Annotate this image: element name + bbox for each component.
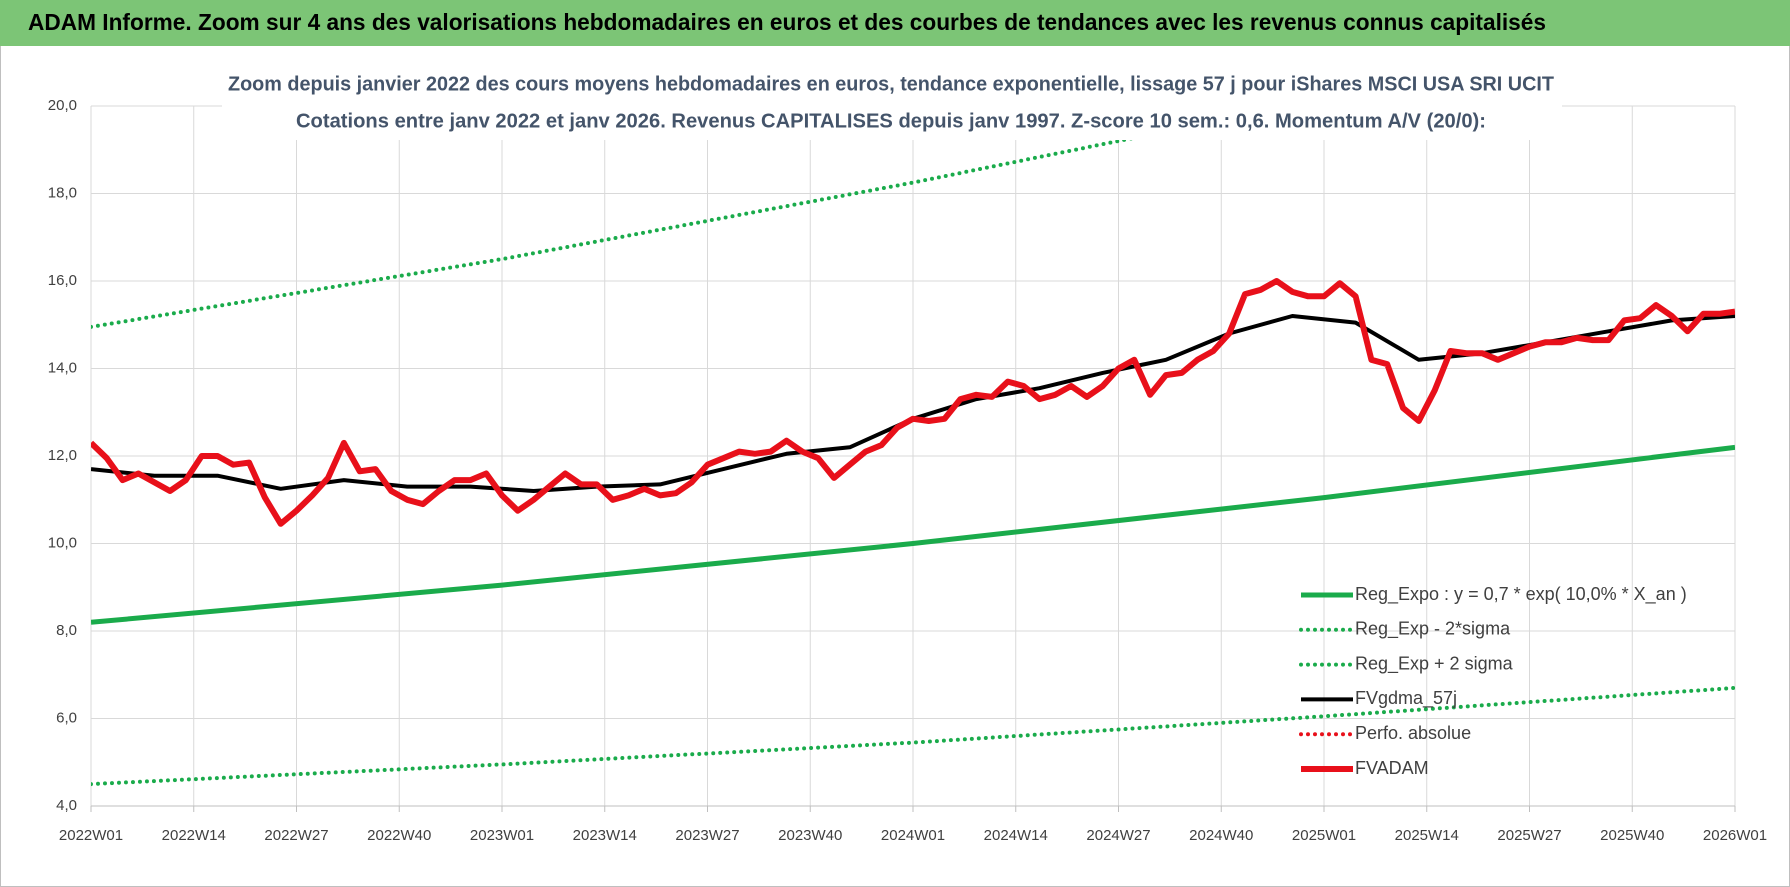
x-tick-label: 2023W01 <box>470 827 534 844</box>
x-tick-label: 2025W14 <box>1395 827 1459 844</box>
x-tick-label: 2022W01 <box>59 827 123 844</box>
series-line <box>91 106 1302 329</box>
x-tick-label: 2022W14 <box>162 827 226 844</box>
legend-label: Reg_Exp - 2*sigma <box>1355 619 1511 640</box>
x-tick-label: 2025W40 <box>1600 827 1664 844</box>
x-tick-label: 2022W40 <box>367 827 431 844</box>
x-tick-label: 2023W14 <box>573 827 637 844</box>
x-tick-label: 2024W27 <box>1086 827 1150 844</box>
y-tick-label: 8,0 <box>56 622 77 639</box>
header-title: ADAM Informe. Zoom sur 4 ans des valoris… <box>28 9 1546 35</box>
y-tick-label: 4,0 <box>56 797 77 814</box>
x-tick-label: 2026W01 <box>1703 827 1767 844</box>
y-tick-label: 12,0 <box>48 447 77 464</box>
series-line <box>91 444 1735 625</box>
x-tick-label: 2023W40 <box>778 827 842 844</box>
legend-label: Reg_Expo : y = 0,7 * exp( 10,0% * X_an ) <box>1355 584 1687 605</box>
x-tick-label: 2024W40 <box>1189 827 1253 844</box>
legend-label: Perfo. absolue <box>1355 723 1471 743</box>
y-tick-label: 6,0 <box>56 709 77 726</box>
y-tick-label: 18,0 <box>48 184 77 201</box>
x-tick-label: 2025W01 <box>1292 827 1356 844</box>
x-tick-label: 2023W27 <box>675 827 739 844</box>
y-tick-label: 20,0 <box>48 97 77 114</box>
x-tick-label: 2022W27 <box>264 827 328 844</box>
legend-label: FVADAM <box>1355 758 1429 778</box>
legend-label: Reg_Exp + 2 sigma <box>1355 653 1514 674</box>
header-bar <box>0 0 1790 46</box>
chart-title: Zoom depuis janvier 2022 des cours moyen… <box>228 73 1554 95</box>
y-tick-label: 16,0 <box>48 272 77 289</box>
x-tick-label: 2024W14 <box>984 827 1048 844</box>
y-tick-label: 10,0 <box>48 534 77 551</box>
chart-subtitle: Cotations entre janv 2022 et janv 2026. … <box>296 110 1486 132</box>
legend-label: FVgdma_57j <box>1355 688 1457 709</box>
x-tick-label: 2025W27 <box>1497 827 1561 844</box>
series-layer <box>91 106 1735 787</box>
series-line <box>91 278 1735 527</box>
x-tick-label: 2024W01 <box>881 827 945 844</box>
series-line <box>91 685 1735 787</box>
y-tick-label: 14,0 <box>48 359 77 376</box>
title-background <box>222 68 1562 140</box>
